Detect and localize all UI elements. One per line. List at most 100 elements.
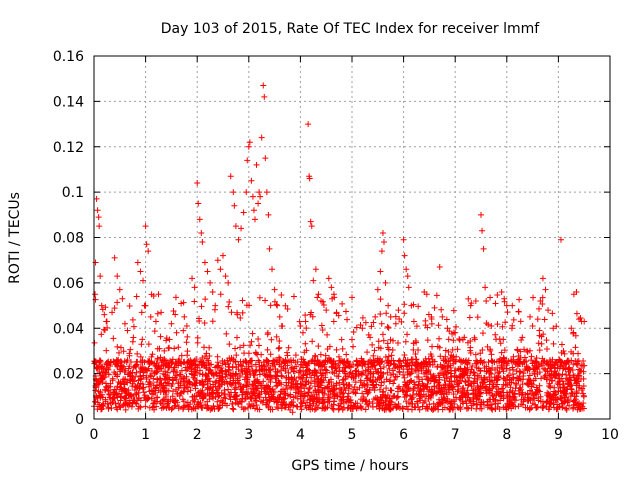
data-point [497, 340, 504, 347]
data-point [100, 365, 107, 372]
data-point [275, 405, 282, 412]
data-point [352, 390, 359, 397]
data-point [375, 344, 382, 351]
data-point [357, 322, 364, 328]
data-point [496, 368, 503, 375]
data-point [517, 318, 524, 325]
data-point [422, 355, 429, 362]
data-point [266, 397, 273, 404]
data-point [511, 395, 518, 402]
data-point [132, 363, 139, 370]
data-point [258, 134, 265, 141]
data-point [510, 375, 517, 382]
data-point [529, 400, 536, 407]
data-point [574, 372, 581, 379]
data-point [506, 397, 513, 404]
data-point [322, 374, 329, 381]
data-point [190, 359, 197, 366]
data-point [290, 394, 297, 401]
data-point [388, 387, 395, 394]
data-point [301, 359, 308, 366]
data-point [274, 382, 281, 389]
data-point [402, 338, 409, 345]
data-point [252, 350, 259, 357]
data-point [330, 401, 337, 408]
data-point [572, 332, 579, 339]
data-point [366, 398, 373, 405]
data-point [263, 189, 270, 196]
data-point [457, 406, 464, 413]
data-point [524, 404, 531, 411]
data-point [109, 309, 116, 316]
data-point [574, 400, 581, 407]
data-point [350, 374, 357, 381]
data-point [155, 362, 162, 369]
data-point [238, 225, 245, 232]
data-point [258, 351, 265, 358]
data-point [379, 331, 386, 338]
data-point [161, 347, 168, 354]
data-point [371, 347, 378, 354]
data-point [440, 372, 447, 379]
data-point [437, 353, 444, 360]
data-point [201, 259, 208, 266]
data-point [556, 381, 563, 388]
data-point [570, 329, 577, 336]
data-point [239, 297, 246, 304]
data-point [176, 356, 183, 363]
data-point [302, 312, 309, 319]
data-point [120, 348, 127, 355]
data-point [433, 389, 440, 396]
data-point [416, 378, 423, 385]
data-point [209, 318, 216, 325]
data-point [500, 336, 507, 343]
data-point [211, 306, 218, 313]
data-point [343, 351, 350, 358]
data-point [312, 352, 319, 359]
data-point [191, 372, 198, 379]
data-point [447, 406, 454, 413]
x-tick-label: 4 [296, 427, 305, 443]
data-point [450, 391, 457, 398]
data-point [423, 291, 430, 298]
data-point [443, 391, 450, 398]
data-point [214, 353, 221, 360]
data-point [465, 295, 472, 302]
data-point [145, 341, 152, 348]
data-point [467, 369, 474, 376]
data-point [386, 365, 393, 372]
data-point [183, 367, 190, 374]
data-point [234, 309, 241, 316]
data-point [189, 275, 196, 282]
data-point [96, 223, 103, 230]
data-point [336, 379, 343, 386]
data-point [456, 337, 463, 344]
data-point [151, 406, 158, 413]
data-point [127, 373, 134, 380]
data-point [185, 403, 192, 410]
data-point [306, 370, 313, 377]
data-point [492, 300, 499, 307]
data-point [456, 356, 463, 363]
data-point [206, 344, 213, 351]
data-point [493, 391, 500, 398]
data-point [298, 356, 305, 363]
data-point [92, 398, 99, 405]
data-point [282, 386, 289, 393]
data-point [161, 355, 168, 362]
data-point [410, 387, 417, 394]
data-point [501, 347, 508, 354]
data-point [385, 405, 392, 412]
data-point [431, 383, 438, 390]
data-point [93, 195, 100, 202]
data-point [509, 322, 516, 329]
data-point [194, 401, 201, 408]
data-point [561, 362, 568, 369]
data-point [131, 378, 138, 385]
data-point [175, 405, 182, 412]
data-point [400, 236, 407, 243]
data-point [383, 397, 390, 404]
data-point [105, 371, 112, 378]
data-point [303, 325, 310, 332]
data-point [251, 390, 258, 397]
